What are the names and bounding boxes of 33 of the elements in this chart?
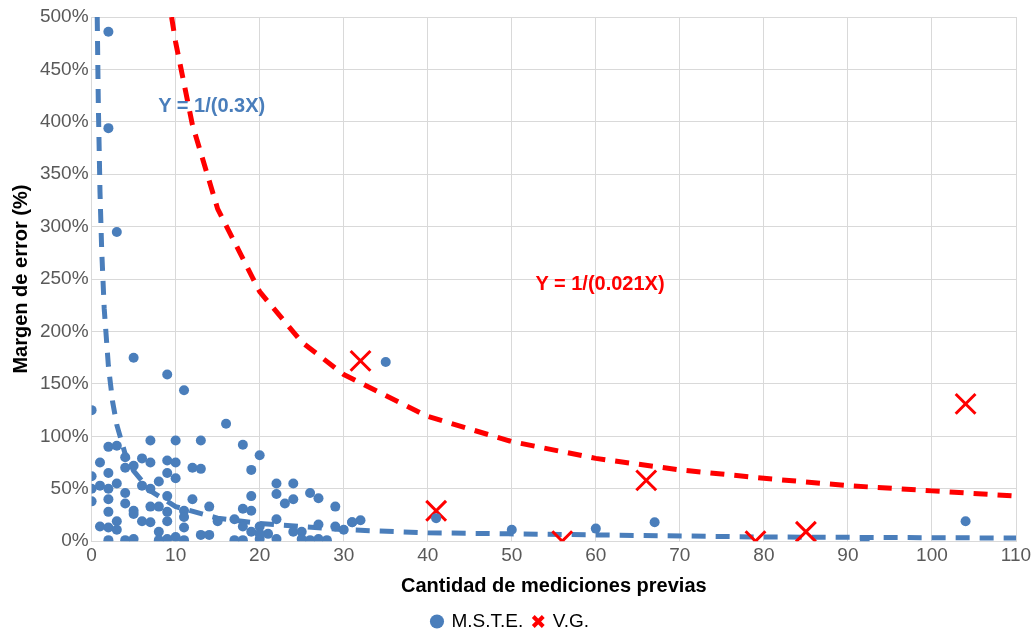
x-tick-label: 90: [837, 543, 859, 565]
y-tick-label: 200%: [39, 319, 89, 341]
point: [349, 349, 372, 373]
point: [794, 520, 818, 542]
y-axis-title: Margen de error (%): [8, 184, 31, 374]
y-tick-label: 150%: [39, 372, 89, 394]
x-tick-label: 60: [585, 543, 607, 565]
point: [954, 392, 977, 416]
y-tick-label: 50%: [50, 477, 89, 499]
x-tick-label: 30: [333, 543, 355, 565]
x-tick-label: 50: [501, 543, 523, 565]
annotation: Y = 1/(0.021X): [535, 271, 665, 294]
y-tick-label: 500%: [39, 5, 89, 27]
x-axis-title: Cantidad de mediciones previas: [400, 573, 707, 596]
point: [424, 499, 448, 523]
x-tick-label: 10: [165, 543, 187, 565]
y-tick-label: 100%: [39, 424, 89, 446]
y-tick-label: 350%: [39, 162, 89, 184]
annotation: Y = 1/(0.3X): [158, 93, 266, 116]
y-tick-label: 250%: [39, 267, 89, 289]
x-tick-label: 100: [916, 543, 948, 565]
y-tick-label: 0%: [61, 529, 89, 551]
x-tick-label: 110: [1000, 543, 1032, 565]
x-tick-label: 20: [249, 543, 271, 565]
y-tick-label: 450%: [39, 57, 89, 79]
x-tick-label: 80: [753, 543, 775, 565]
point: [634, 468, 658, 492]
legend-label: M.S.T.E.: [451, 609, 524, 631]
legend-label: V.G.: [552, 609, 590, 631]
y-tick-label: 400%: [39, 110, 89, 132]
y-tick-label: 300%: [39, 214, 89, 236]
x-tick-label: 70: [669, 543, 691, 565]
x-tick-label: 40: [417, 543, 439, 565]
